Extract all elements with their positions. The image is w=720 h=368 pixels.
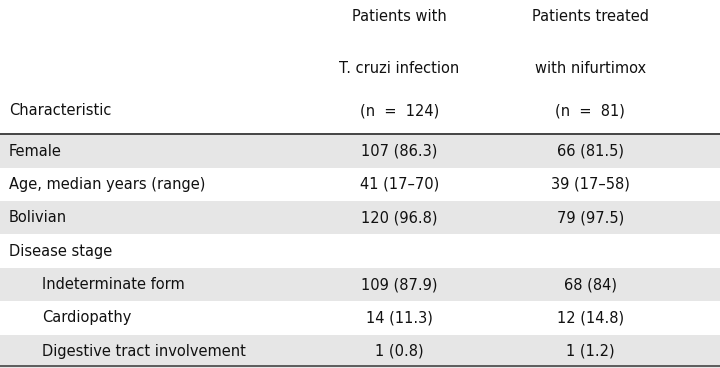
- Bar: [0, 335, 720, 368]
- Text: (n  =  124): (n = 124): [360, 103, 439, 118]
- Text: 1 (1.2): 1 (1.2): [566, 344, 615, 359]
- Text: Characteristic: Characteristic: [9, 103, 111, 118]
- Text: (n  =  81): (n = 81): [555, 103, 626, 118]
- Text: 68 (84): 68 (84): [564, 277, 617, 292]
- Text: with nifurtimox: with nifurtimox: [535, 61, 646, 76]
- Text: 14 (11.3): 14 (11.3): [366, 311, 433, 325]
- Text: 79 (97.5): 79 (97.5): [557, 210, 624, 225]
- Bar: [0, 201, 720, 234]
- Text: 39 (17–58): 39 (17–58): [551, 177, 630, 192]
- Text: 120 (96.8): 120 (96.8): [361, 210, 438, 225]
- Bar: [0, 134, 720, 168]
- Text: 1 (0.8): 1 (0.8): [375, 344, 424, 359]
- Text: 107 (86.3): 107 (86.3): [361, 144, 438, 159]
- Text: T. cruzi infection: T. cruzi infection: [339, 61, 460, 76]
- Text: 41 (17–70): 41 (17–70): [360, 177, 439, 192]
- Text: 12 (14.8): 12 (14.8): [557, 311, 624, 325]
- Text: Female: Female: [9, 144, 61, 159]
- Text: Patients with: Patients with: [352, 9, 447, 24]
- Text: Cardiopathy: Cardiopathy: [42, 311, 131, 325]
- Text: 109 (87.9): 109 (87.9): [361, 277, 438, 292]
- Bar: [0, 268, 720, 301]
- Text: Bolivian: Bolivian: [9, 210, 67, 225]
- Text: Disease stage: Disease stage: [9, 244, 112, 259]
- Text: Digestive tract involvement: Digestive tract involvement: [42, 344, 246, 359]
- Text: Age, median years (range): Age, median years (range): [9, 177, 205, 192]
- Text: Patients treated: Patients treated: [532, 9, 649, 24]
- Text: 66 (81.5): 66 (81.5): [557, 144, 624, 159]
- Text: Indeterminate form: Indeterminate form: [42, 277, 184, 292]
